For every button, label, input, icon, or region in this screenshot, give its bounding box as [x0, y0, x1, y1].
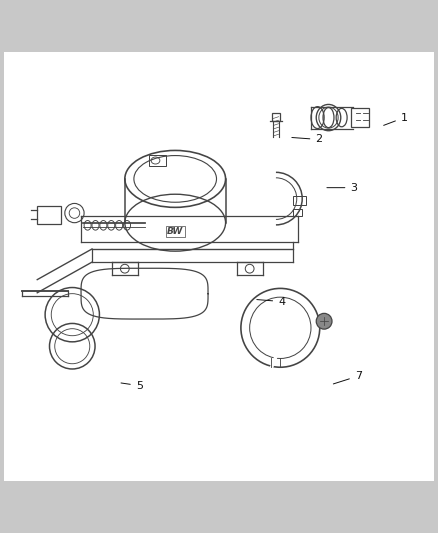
Text: 2: 2 — [292, 134, 322, 144]
Text: BW: BW — [167, 227, 184, 236]
Text: 7: 7 — [333, 371, 362, 384]
Text: 3: 3 — [327, 183, 357, 192]
Text: 1: 1 — [384, 112, 408, 125]
Text: 4: 4 — [257, 296, 285, 306]
FancyBboxPatch shape — [4, 52, 434, 481]
Circle shape — [316, 313, 332, 329]
Text: 5: 5 — [121, 381, 143, 391]
